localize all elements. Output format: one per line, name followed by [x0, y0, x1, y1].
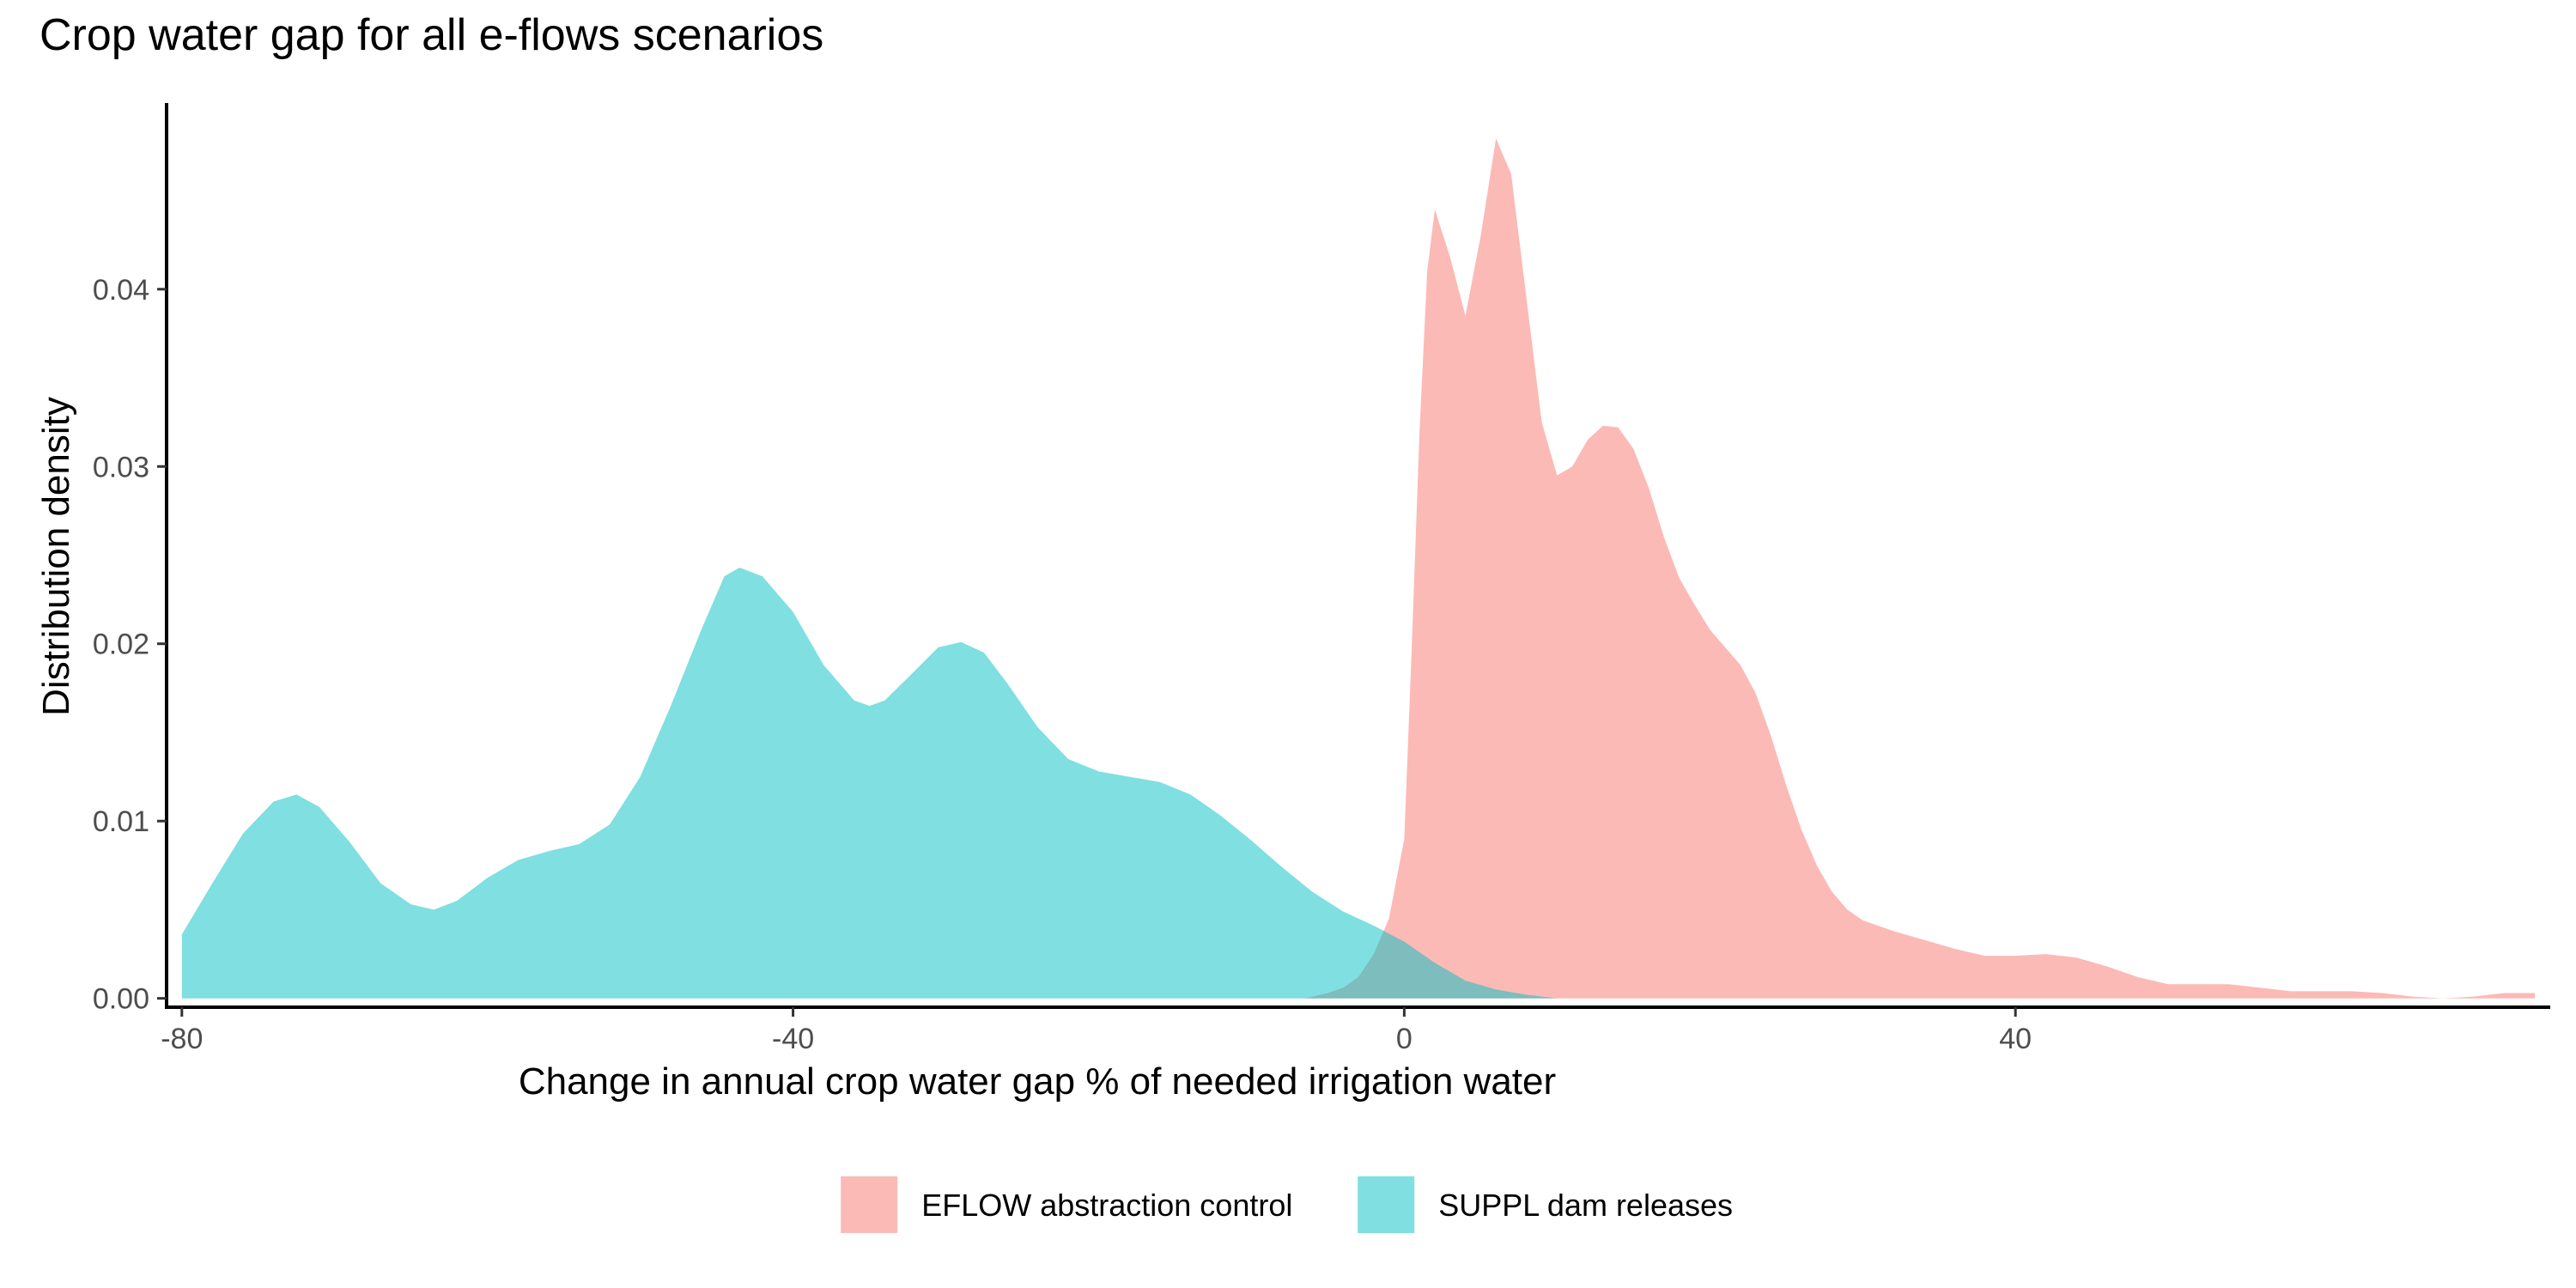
- y-axis-title: Distribution density: [35, 397, 77, 716]
- x-axis-title: Change in annual crop water gap % of nee…: [519, 1060, 1556, 1103]
- x-axis-ticks: -80 -40 0 40: [161, 1007, 2032, 1055]
- y-tick-label: 0.01: [93, 805, 149, 838]
- y-tick-label: 0.02: [93, 629, 149, 661]
- density-area-suppl-dam-releases: [181, 568, 1558, 999]
- x-tick-label: -40: [772, 1023, 814, 1055]
- chart-title: Crop water gap for all e-flows scenarios: [39, 10, 823, 60]
- legend-key-eflow-abstraction-control: [841, 1176, 898, 1233]
- density-area-eflow-abstraction-control: [1304, 138, 2536, 999]
- legend-key-suppl-dam-releases: [1358, 1176, 1415, 1233]
- legend: EFLOW abstraction control SUPPL dam relea…: [841, 1176, 1733, 1233]
- y-tick-label: 0.04: [93, 274, 149, 307]
- x-tick-label: 0: [1396, 1023, 1413, 1055]
- density-areas: [181, 138, 2536, 999]
- x-tick-label: -80: [161, 1023, 203, 1055]
- y-tick-label: 0.00: [93, 983, 149, 1016]
- y-axis-ticks: 0.00 0.01 0.02 0.03 0.04: [93, 274, 167, 1016]
- legend-label-eflow-abstraction-control: EFLOW abstraction control: [921, 1188, 1292, 1223]
- x-tick-label: 40: [1999, 1023, 2032, 1055]
- y-tick-label: 0.03: [93, 451, 149, 483]
- legend-label-suppl-dam-releases: SUPPL dam releases: [1438, 1188, 1733, 1223]
